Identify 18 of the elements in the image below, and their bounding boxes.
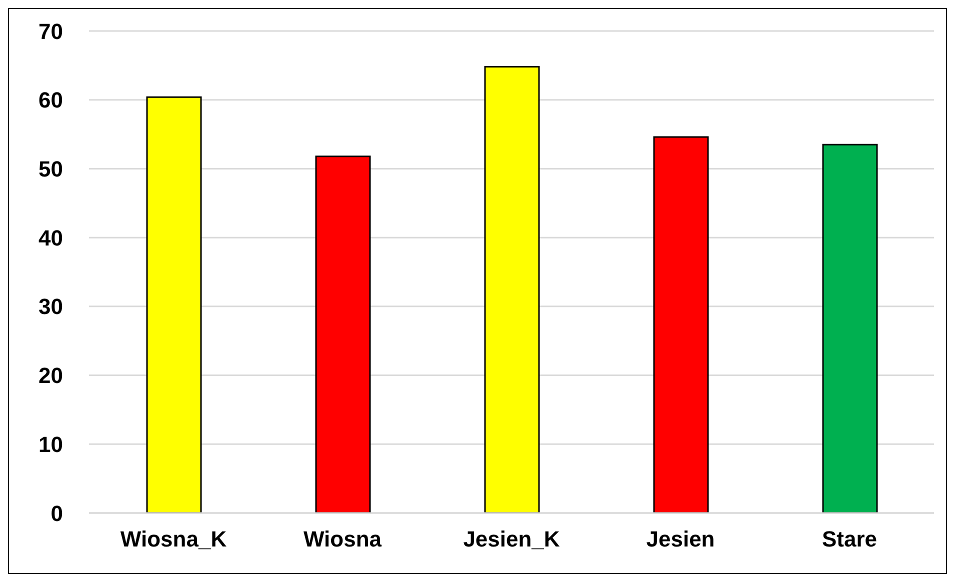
y-tick-label: 20 [38, 363, 63, 388]
x-tick-label: Wiosna_K [120, 526, 227, 552]
y-tick-label: 10 [38, 432, 63, 457]
x-tick-label: Stare [822, 526, 878, 552]
bar [315, 156, 371, 513]
y-tick-label: 40 [38, 225, 63, 250]
bar [146, 96, 202, 513]
y-tick-label: 30 [38, 294, 63, 320]
bar [822, 144, 878, 513]
x-tick-label: Jesien [646, 526, 715, 552]
y-tick-label: 70 [38, 18, 63, 44]
y-tick-label: 60 [38, 88, 63, 113]
x-tick-label: Jesien_K [463, 526, 560, 552]
bar [484, 66, 540, 513]
y-tick-label: 0 [50, 500, 63, 526]
y-tick-label: 50 [38, 156, 63, 182]
x-tick-label: Wiosna [303, 526, 382, 552]
bar [653, 136, 709, 513]
